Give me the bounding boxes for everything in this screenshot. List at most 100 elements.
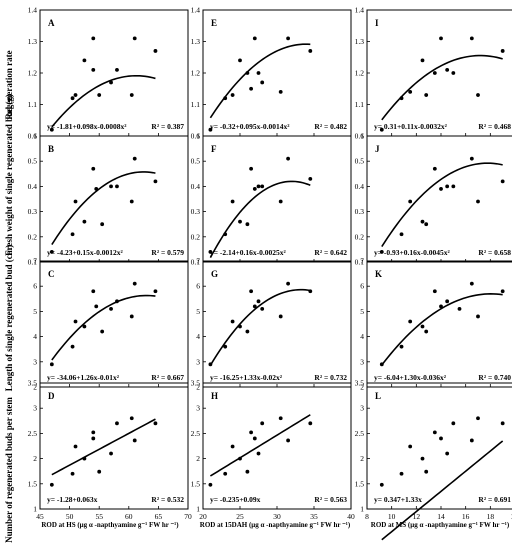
data-point [424,222,429,227]
panel-b: 0.1 0.2 0.3 0.4 0.5 0.6 By= -4.23+0.15x-0.0012… [28,132,189,267]
x-tick-label: 25 [236,512,244,521]
data-point [260,80,265,85]
data-point [109,80,113,85]
data-point [500,179,505,184]
panel-letter: E [211,18,217,28]
data-point [73,319,78,324]
data-point [399,96,404,101]
data-point [100,222,105,227]
regression-equation: y= -6.04+1.30x-0.036x² [374,373,447,382]
panel-h: 1 1.5 2 2.5 3 3.5 20 25 30 35 40 Hy= -0.235+0.09x R²… [191,379,355,522]
panel-frame [366,9,512,137]
data-point [278,314,283,319]
data-point [252,436,257,441]
x-label-15dah: ROD at 15DAH (μg α -napthyamine g⁻¹ FW h… [200,521,351,529]
regression-equation: y= 0.31+0.11x-0.0032x² [374,122,448,131]
y-tick-label: 0.4 [191,182,201,191]
data-point [252,36,257,41]
y-tick-label: 1.4 [191,6,201,15]
y-tick-label: 0.2 [355,232,365,241]
data-point [256,71,261,75]
x-tick-label: 55 [95,512,103,521]
data-point [432,71,437,75]
x-tick-label: 35 [310,512,318,521]
data-point [252,187,257,191]
data-point [439,187,443,191]
data-point [132,281,137,286]
data-point [129,199,134,204]
data-point [420,456,425,461]
data-point [129,93,134,97]
regression-equation: y= -4.23+0.15x-0.0012x² [47,248,124,257]
data-point [256,451,261,456]
y-tick-label: 3 [196,357,200,366]
data-point [408,199,413,204]
data-point [252,304,257,309]
regression-equation: y= -1.28+0.063x [47,495,98,504]
data-point [469,36,474,41]
data-point [432,289,437,294]
data-point [278,199,283,204]
r-squared: R² = 0.642 [314,248,347,257]
fit-curve [381,54,503,121]
r-squared: R² = 0.579 [151,248,184,257]
fit-curve [209,43,311,119]
panel-frame [39,382,189,510]
regression-equation: y= -0.235+0.09x [210,495,261,504]
data-point [256,299,261,304]
r-squared: R² = 0.740 [478,373,511,382]
fit-curve [209,288,311,366]
data-point [379,250,384,254]
y-tick-label: 3 [33,357,37,366]
y-tick-label: 0.3 [191,207,201,216]
regression-equation: y= 0.347+1.33x [374,495,422,504]
r-squared: R² = 0.387 [151,122,184,131]
data-point [230,199,235,204]
y-tick-label: 0.2 [191,232,201,241]
data-point [230,319,235,324]
data-point [286,438,290,443]
y-tick-label: 0.5 [191,157,201,166]
panel-letter: L [375,391,381,401]
data-point [91,289,96,294]
y-tick-label: 2 [33,383,37,392]
data-point [408,90,413,94]
panel-letter: F [211,144,217,154]
data-point [256,184,261,189]
x-tick-label: 16 [462,512,470,521]
y-tick-label: 1.3 [191,37,201,46]
data-point [91,36,96,41]
y-tick-label: 3 [360,404,364,413]
panel-frame [202,135,352,263]
panel-letter: A [48,18,55,28]
data-point [115,299,119,304]
panel-frame [366,135,512,263]
data-point [245,469,250,474]
data-point [399,344,404,349]
regression-equation: y= -0.93+0.16x-0.0045x² [374,248,451,257]
data-point [132,156,137,161]
data-point [249,166,254,171]
data-point [129,416,134,421]
y-tick-label: 1.1 [191,100,201,109]
data-point [424,469,429,474]
y-tick-label: 1.2 [355,69,365,78]
x-tick-label: 8 [365,512,369,521]
data-point [245,329,250,334]
fit-curve [51,418,156,476]
y-tick-label: 0.5 [28,157,38,166]
data-point [420,324,425,329]
panel-letter: D [48,391,55,401]
data-point [451,184,456,189]
x-tick-label: 18 [487,512,495,521]
fit-curve [51,294,156,361]
data-point [238,456,242,461]
data-point [109,306,113,311]
data-point [379,362,384,367]
panel-letter: C [48,269,55,279]
data-point [94,304,99,309]
y-tick-label: 2 [360,383,364,392]
y-tick-label: 0.3 [355,207,365,216]
data-point [49,250,54,254]
data-point [445,67,450,72]
